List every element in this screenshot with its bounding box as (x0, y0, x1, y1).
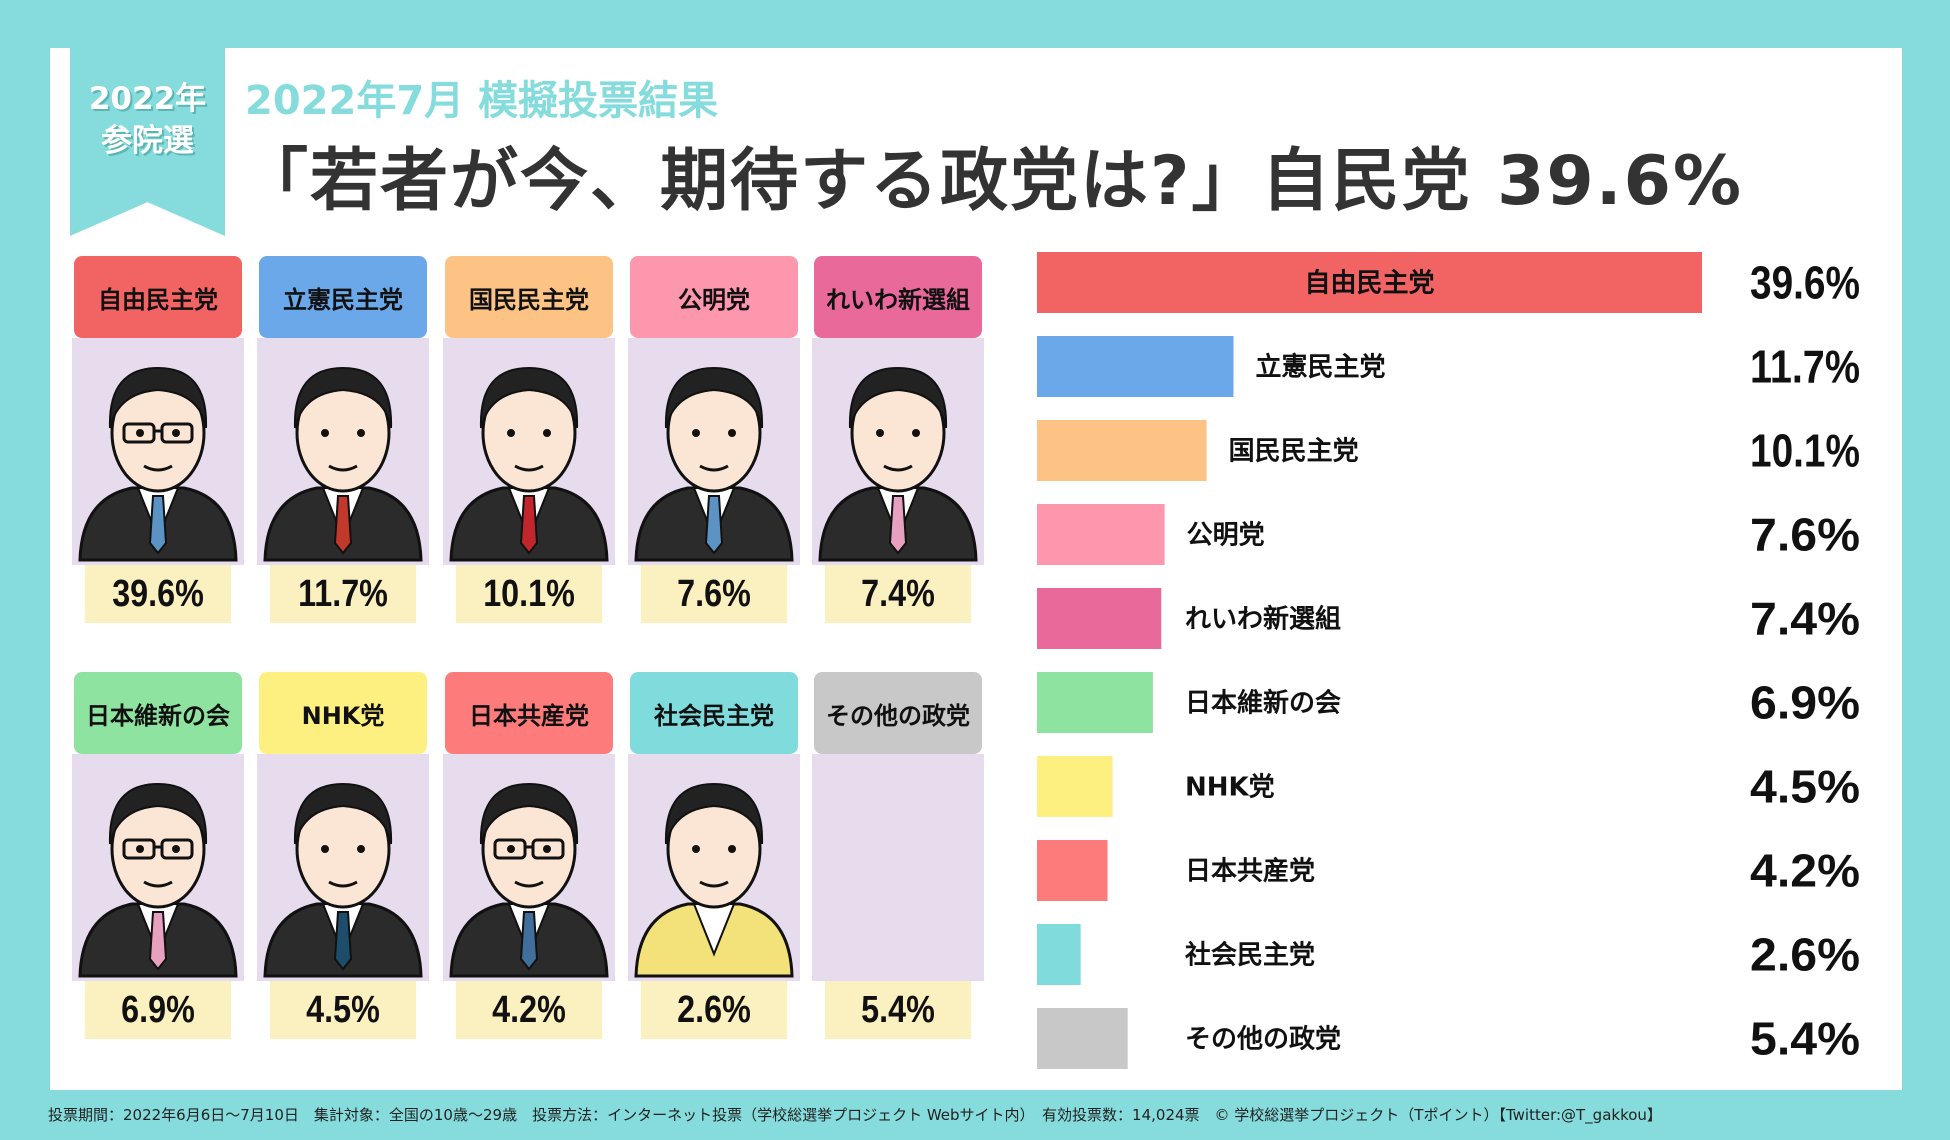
party-percent: 7.4% (824, 565, 972, 623)
bar (1037, 756, 1113, 817)
party-percent: 4.2% (455, 981, 603, 1039)
portrait-illustration (443, 338, 615, 565)
party-card: 日本共産党 4.2% (443, 672, 615, 1039)
subtitle: 2022年7月 模擬投票結果 (245, 78, 719, 124)
bar-value-label: 6.9% (1750, 677, 1860, 729)
portrait-drawing (78, 782, 238, 978)
bar-category-label: れいわ新選組 (1185, 604, 1341, 635)
portrait-illustration (443, 754, 615, 981)
bar (1037, 1008, 1128, 1069)
party-name-tab: NHK党 (259, 672, 427, 754)
portrait-illustration (812, 754, 984, 981)
portrait-drawing (263, 366, 423, 562)
bar (1037, 924, 1081, 985)
bar-value-label: 10.1% (1750, 425, 1860, 477)
bar (1037, 336, 1234, 397)
party-percent: 2.6% (640, 981, 788, 1039)
bar-value-label: 2.6% (1750, 929, 1860, 981)
portrait-drawing (449, 366, 609, 562)
party-percent: 4.5% (269, 981, 417, 1039)
bar-category-label: 立憲民主党 (1255, 352, 1385, 383)
bar-value-label: 4.2% (1750, 845, 1860, 897)
bar (1037, 588, 1162, 649)
bar-value-label: 11.7% (1750, 341, 1860, 393)
ribbon-year: 2022年 (88, 81, 207, 117)
party-card: NHK党 4.5% (257, 672, 429, 1039)
bar (1037, 504, 1165, 565)
party-name-tab: 公明党 (630, 256, 798, 338)
bar-value-label: 7.6% (1750, 509, 1860, 561)
party-card: 公明党 7.6% (628, 256, 800, 623)
portrait-illustration (72, 338, 244, 565)
party-percent: 5.4% (824, 981, 972, 1039)
portrait-illustration (812, 338, 984, 565)
party-percent: 39.6% (84, 565, 232, 623)
bar-category-label: 日本維新の会 (1185, 688, 1341, 719)
bar-value-label: 7.4% (1750, 593, 1860, 645)
portrait-drawing (263, 782, 423, 978)
bar-category-label: NHK党 (1185, 773, 1275, 803)
portrait-illustration (72, 754, 244, 981)
party-name-tab: 自由民主党 (74, 256, 242, 338)
portrait-illustration (257, 754, 429, 981)
party-card: 社会民主党 2.6% (628, 672, 800, 1039)
party-card: その他の政党 5.4% (812, 672, 984, 1039)
bar-category-label: 社会民主党 (1185, 940, 1315, 971)
party-percent: 11.7% (269, 565, 417, 623)
portrait-drawing (78, 366, 238, 562)
page-title: 「若者が今、期待する政党は?」自民党 39.6% (240, 142, 1744, 221)
party-name-tab: 日本共産党 (445, 672, 613, 754)
bar (1037, 840, 1108, 901)
portrait-drawing (634, 366, 794, 562)
bar (1037, 672, 1153, 733)
party-percent: 10.1% (455, 565, 603, 623)
footer-note: 投票期間：2022年6月6日〜7月10日 集計対象：全国の10歳〜29歳 投票方… (48, 1106, 1662, 1124)
bar-category-label: 日本共産党 (1185, 856, 1315, 887)
party-name-tab: れいわ新選組 (814, 256, 982, 338)
portrait-illustration (257, 338, 429, 565)
party-name-tab: 国民民主党 (445, 256, 613, 338)
party-card: 日本維新の会 6.9% (72, 672, 244, 1039)
bar-value-label: 39.6% (1750, 257, 1860, 309)
bar-value-label: 4.5% (1750, 761, 1860, 813)
portrait-illustration (628, 754, 800, 981)
party-name-tab: 日本維新の会 (74, 672, 242, 754)
portrait-drawing (818, 366, 978, 562)
ribbon-election: 参院選 (101, 123, 194, 159)
portrait-drawing (634, 782, 794, 978)
bar (1037, 420, 1207, 481)
election-ribbon: 2022年 参院選 (70, 48, 225, 236)
party-card: 自由民主党 39.6% (72, 256, 244, 623)
portrait-drawing (449, 782, 609, 978)
party-name-tab: 立憲民主党 (259, 256, 427, 338)
bar-category-label: 自由民主党 (1304, 268, 1434, 299)
bar-category-label: 国民民主党 (1229, 437, 1359, 467)
bar-value-label: 5.4% (1750, 1013, 1860, 1065)
party-percent: 6.9% (84, 981, 232, 1039)
party-name-tab: その他の政党 (814, 672, 982, 754)
party-percent: 7.6% (640, 565, 788, 623)
bar-category-label: その他の政党 (1185, 1024, 1341, 1055)
portrait-illustration (628, 338, 800, 565)
bar-category-label: 公明党 (1187, 521, 1265, 551)
party-card: 国民民主党 10.1% (443, 256, 615, 623)
party-card: 立憲民主党 11.7% (257, 256, 429, 623)
bar (1037, 252, 1702, 313)
party-card: れいわ新選組 7.4% (812, 256, 984, 623)
party-name-tab: 社会民主党 (630, 672, 798, 754)
